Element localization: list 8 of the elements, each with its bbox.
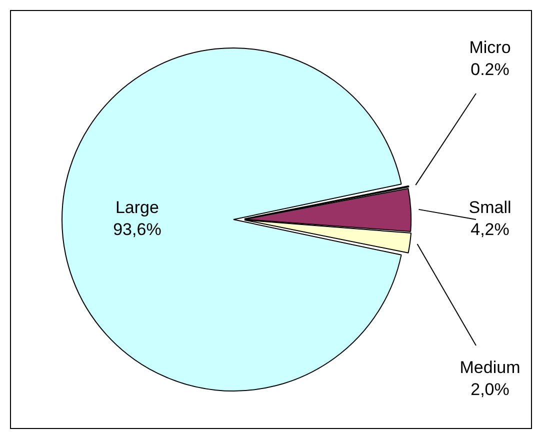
slice-label: Small — [468, 198, 512, 218]
data-label: 0.2% — [470, 60, 510, 80]
slice-label: Large — [115, 198, 159, 218]
data-label: 4,2% — [470, 220, 510, 240]
data-label: 93,6% — [113, 220, 162, 240]
data-label: 2,0% — [470, 380, 510, 400]
slice-label: Medium — [460, 358, 520, 378]
slice-label: Micro — [469, 38, 511, 58]
